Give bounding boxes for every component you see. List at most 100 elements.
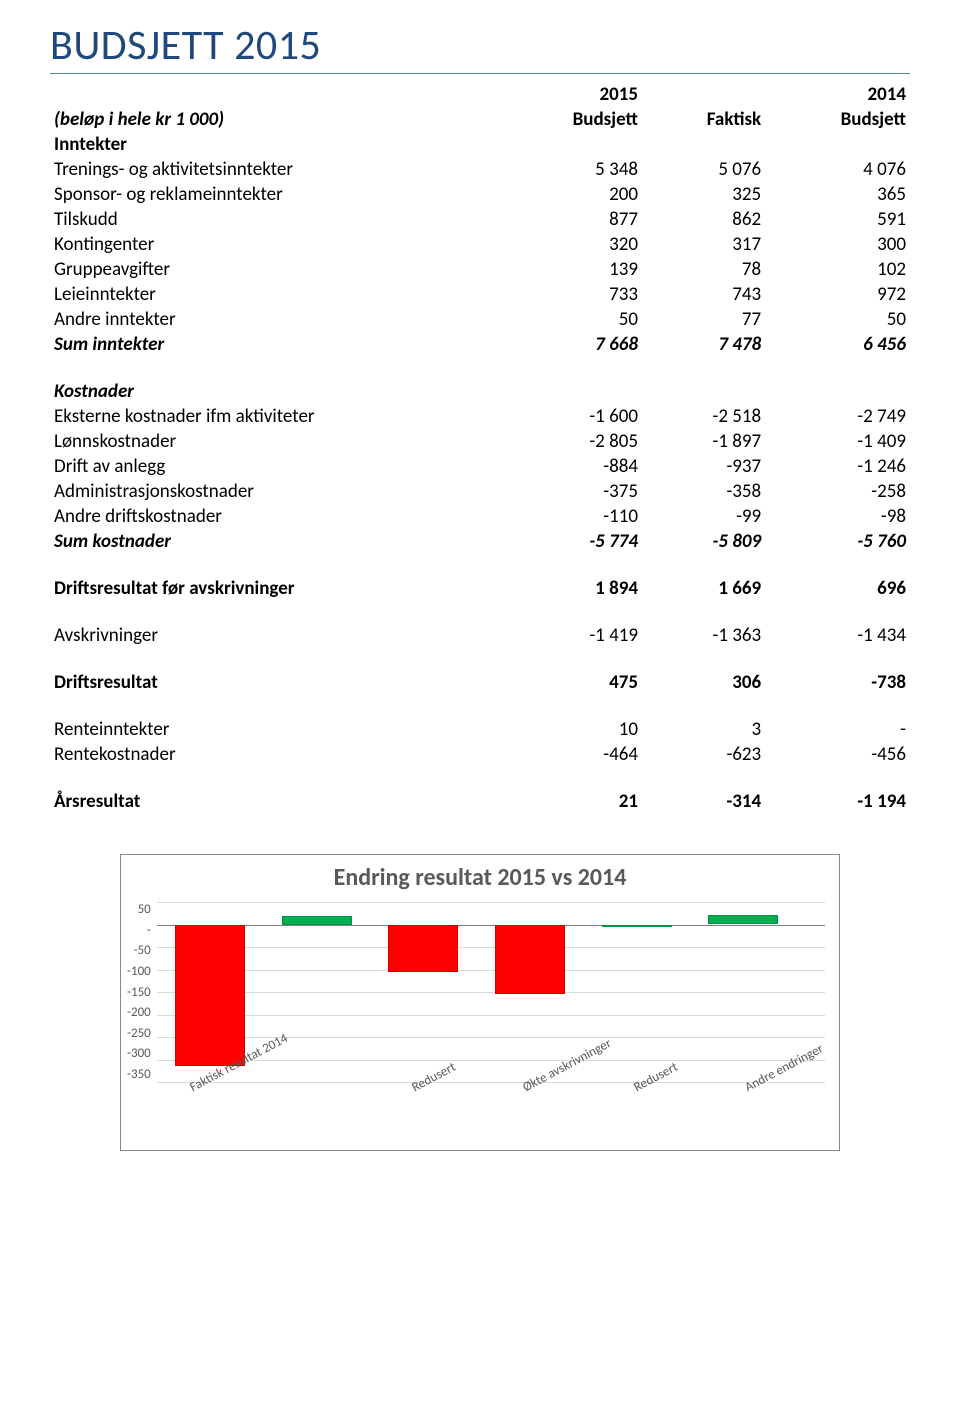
driftsresultat: Driftsresultat 475 306 -738 [50,670,910,695]
row-label: Andre inntekter [50,307,497,332]
chart-bar [175,925,245,1066]
renteinntekter: Renteinntekter 10 3 - [50,717,910,742]
row-value: 139 [497,257,642,282]
chart-x-labels: Faktisk resultat 2014RedusertØkte avskri… [167,1086,833,1146]
chart-bar [495,925,565,995]
chart-bar [282,916,352,925]
budget-table: 2015 2014 (beløp i hele kr 1 000) Budsje… [50,82,910,814]
row-label: Leieinntekter [50,282,497,307]
row-value: -358 [642,479,765,504]
row-value: -258 [765,479,910,504]
row-label: Administrasjonskostnader [50,479,497,504]
table-row: Andre driftskostnader-110-99-98 [50,504,910,529]
row-value: -110 [497,504,642,529]
chart-title: Endring resultat 2015 vs 2014 [127,863,833,892]
row-value: 50 [497,307,642,332]
table-row: Eksterne kostnader ifm aktiviteter-1 600… [50,404,910,429]
row-value: -2 518 [642,404,765,429]
row-value: 200 [497,182,642,207]
row-value: -1 600 [497,404,642,429]
row-value: -884 [497,454,642,479]
year-row: 2015 2014 [50,82,910,107]
row-value: -98 [765,504,910,529]
page-title: BUDSJETT 2015 [50,20,910,74]
row-label: Trenings- og aktivitetsinntekter [50,157,497,182]
row-value: 320 [497,232,642,257]
zero-line [157,925,825,926]
table-row: Drift av anlegg-884-937-1 246 [50,454,910,479]
gridline [157,970,825,971]
table-row: Gruppeavgifter13978102 [50,257,910,282]
gridline [157,1015,825,1016]
row-value: 972 [765,282,910,307]
section-inntekter: Inntekter [50,132,497,157]
row-value: -2 749 [765,404,910,429]
row-value: 743 [642,282,765,307]
arsresultat: Årsresultat 21 -314 -1 194 [50,789,910,814]
header-row: (beløp i hele kr 1 000) Budsjett Faktisk… [50,107,910,132]
gridline [157,902,825,903]
sum-kostnader: Sum kostnader -5 774 -5 809 -5 760 [50,529,910,554]
row-label: Lønnskostnader [50,429,497,454]
row-value: 4 076 [765,157,910,182]
row-value: 317 [642,232,765,257]
table-row: Administrasjonskostnader-375-358-258 [50,479,910,504]
table-row: Kontingenter320317300 [50,232,910,257]
section-kostnader: Kostnader [50,379,497,404]
y-tick: -300 [127,1046,151,1061]
col-budsjett-2015: Budsjett [497,107,642,132]
row-value: -1 409 [765,429,910,454]
table-row: Lønnskostnader-2 805-1 897-1 409 [50,429,910,454]
year-2014: 2014 [765,82,910,107]
avskrivninger: Avskrivninger -1 419 -1 363 -1 434 [50,623,910,648]
chart-bar [602,925,672,927]
row-label: Tilskudd [50,207,497,232]
row-value: 5 348 [497,157,642,182]
row-value: 733 [497,282,642,307]
row-value: -937 [642,454,765,479]
table-row: Tilskudd877862591 [50,207,910,232]
chart-bar [388,925,458,972]
chart-bar [708,915,778,924]
y-tick: 50 [138,902,151,917]
year-2015: 2015 [497,82,642,107]
row-value: 862 [642,207,765,232]
row-label: Gruppeavgifter [50,257,497,282]
row-value: 300 [765,232,910,257]
chart-y-axis: 50--50-100-150-200-250-300-350 [127,902,157,1082]
table-row: Leieinntekter733743972 [50,282,910,307]
row-value: 5 076 [642,157,765,182]
y-tick: -100 [127,964,151,979]
row-value: -1 897 [642,429,765,454]
header-note: (beløp i hele kr 1 000) [50,107,497,132]
col-budsjett-2014: Budsjett [765,107,910,132]
row-value: 78 [642,257,765,282]
chart-container: Endring resultat 2015 vs 2014 50 - -50 -100… [120,854,840,1151]
gridline [157,992,825,993]
y-tick: -50 [134,943,151,958]
table-row: Andre inntekter507750 [50,307,910,332]
row-value: -99 [642,504,765,529]
col-faktisk: Faktisk [642,107,765,132]
table-row: Sponsor- og reklameinntekter200325365 [50,182,910,207]
table-row: Trenings- og aktivitetsinntekter5 3485 0… [50,157,910,182]
row-value: -2 805 [497,429,642,454]
row-value: 325 [642,182,765,207]
gridline [157,947,825,948]
row-value: 591 [765,207,910,232]
y-tick: -200 [127,1005,151,1020]
row-value: 77 [642,307,765,332]
y-tick: -150 [127,985,151,1000]
row-value: 50 [765,307,910,332]
rentekostnader: Rentekostnader -464 -623 -456 [50,742,910,767]
row-value: 365 [765,182,910,207]
row-value: -375 [497,479,642,504]
y-tick: -250 [127,1026,151,1041]
y-tick: - [147,923,151,938]
row-value: -1 246 [765,454,910,479]
row-label: Sponsor- og reklameinntekter [50,182,497,207]
sum-inntekter: Sum inntekter 7 668 7 478 6 456 [50,332,910,357]
row-value: 102 [765,257,910,282]
row-label: Eksterne kostnader ifm aktiviteter [50,404,497,429]
row-label: Andre driftskostnader [50,504,497,529]
